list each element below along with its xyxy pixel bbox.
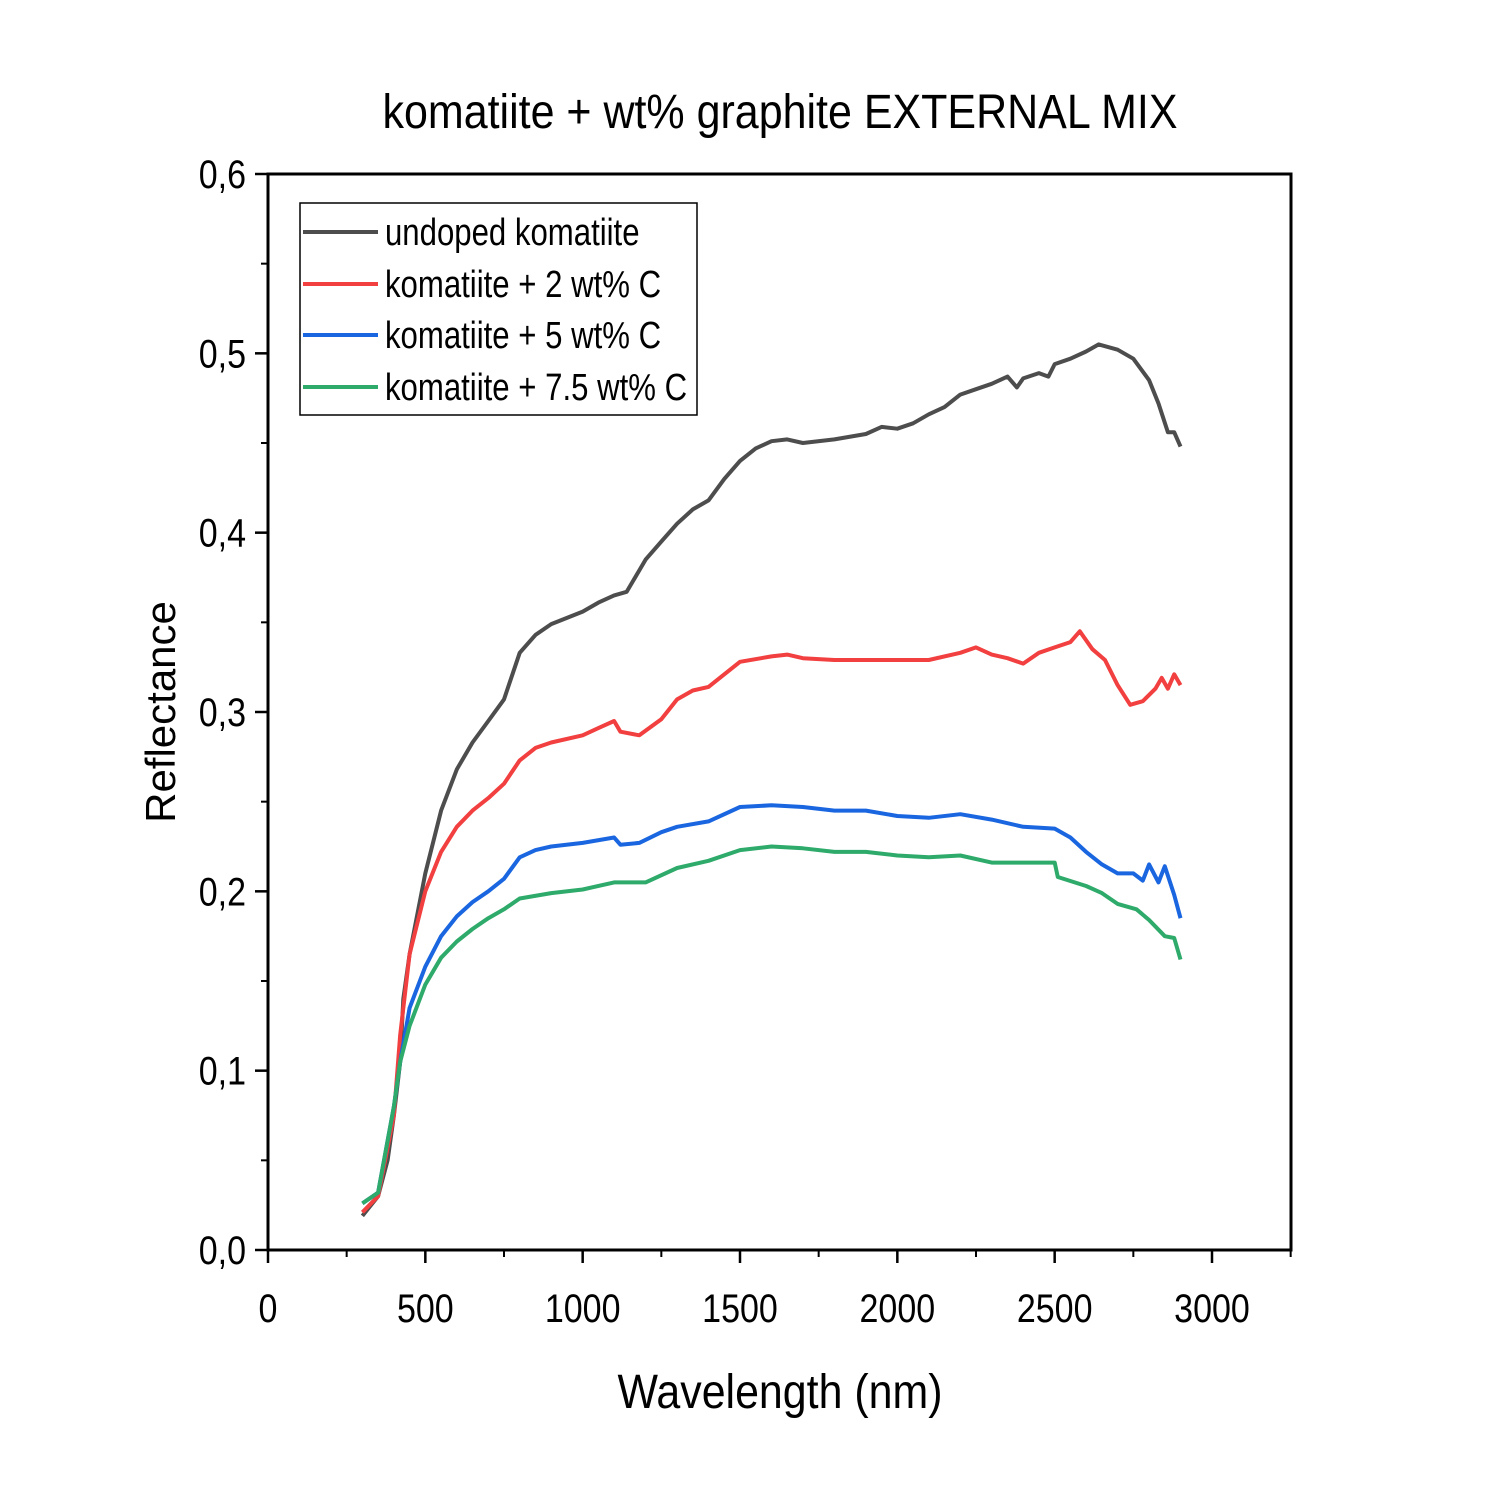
plot-lines <box>360 342 1183 1218</box>
x-tick-label: 2000 <box>860 1285 936 1330</box>
legend-label: komatiite + 2 wt% C <box>385 264 661 306</box>
x-tick-label: 3000 <box>1174 1285 1250 1330</box>
x-tick-label: 1500 <box>702 1285 778 1330</box>
legend-item: undoped komatiite <box>303 212 640 254</box>
x-tick-label: 1000 <box>545 1285 621 1330</box>
y-tick-label: 0,1 <box>199 1048 246 1093</box>
y-tick-label: 0,3 <box>199 689 246 734</box>
legend-label: undoped komatiite <box>385 212 640 254</box>
x-tick-label: 2500 <box>1017 1285 1093 1330</box>
legend-label: komatiite + 5 wt% C <box>385 315 661 357</box>
y-tick-label: 0,0 <box>199 1227 246 1272</box>
legend-item: komatiite + 2 wt% C <box>303 264 661 306</box>
y-tick-label: 0,6 <box>199 151 246 196</box>
legend-box <box>299 202 698 416</box>
legend-item: komatiite + 7.5 wt% C <box>303 367 687 409</box>
legend-label: komatiite + 7.5 wt% C <box>385 367 687 409</box>
legend: undoped komatiite komatiite + 2 wt% C koma… <box>299 202 698 416</box>
y-tick-label: 0,4 <box>199 510 246 555</box>
series-line-1 <box>360 342 1183 1218</box>
chart-title: komatiite + wt% graphite EXTERNAL MIX <box>383 86 1178 139</box>
y-axis-label: Reflectance <box>137 601 184 823</box>
y-tick-label: 0,5 <box>199 331 246 376</box>
series-line-3 <box>361 803 1183 1206</box>
y-tick-label: 0,2 <box>199 869 246 914</box>
series-line-2 <box>360 629 1183 1214</box>
x-tick-label: 500 <box>397 1285 454 1330</box>
legend-item: komatiite + 5 wt% C <box>303 315 661 357</box>
axis-ticks: 0 500 1000 1500 2000 2500 3000 0,0 0,1 0,2 0,3 0,4 0… <box>199 151 1292 1331</box>
x-axis-label: Wavelength (nm) <box>618 1366 943 1419</box>
series-line-4 <box>361 844 1183 1206</box>
x-tick-label: 0 <box>259 1285 278 1330</box>
